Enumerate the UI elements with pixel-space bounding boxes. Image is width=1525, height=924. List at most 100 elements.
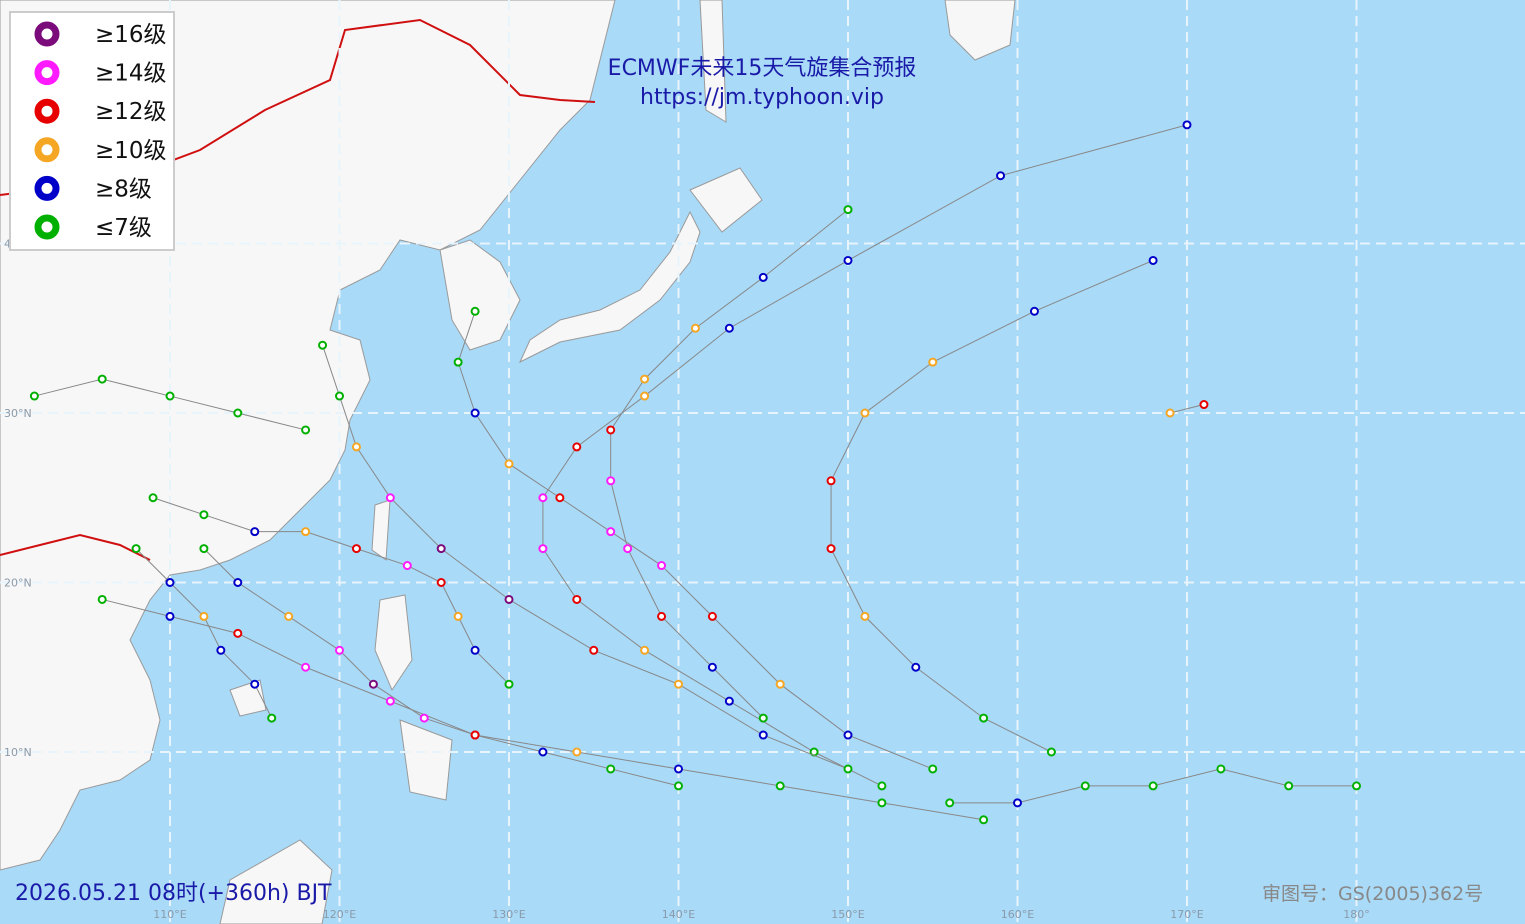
- track-point: [284, 611, 294, 621]
- track-point: [267, 713, 277, 723]
- track-point: [1046, 747, 1056, 757]
- track-point: [538, 493, 548, 503]
- track-point: [623, 544, 633, 554]
- track-point: [1182, 120, 1192, 130]
- track-point: [436, 578, 446, 587]
- track-point: [606, 764, 616, 774]
- track-point: [758, 730, 768, 740]
- track-point: [199, 611, 209, 621]
- track-point: [928, 764, 938, 774]
- legend-label: ≥14级: [95, 61, 167, 87]
- track-point: [538, 544, 548, 554]
- legend-marker: [34, 21, 60, 47]
- track-line: [1169, 404, 1205, 414]
- legend-label: ≥8级: [95, 176, 152, 202]
- track-point: [877, 798, 887, 808]
- lat-label: 10°N: [4, 746, 32, 759]
- track-point: [1080, 781, 1090, 791]
- track-point: [165, 578, 175, 587]
- track-point: [470, 408, 480, 418]
- track-point: [1148, 781, 1158, 791]
- track-point: [606, 425, 616, 435]
- legend-marker: [34, 137, 60, 163]
- track-point: [1165, 408, 1175, 418]
- track-point: [351, 544, 361, 554]
- track-point: [640, 374, 650, 384]
- track-point: [301, 662, 311, 672]
- track-point: [979, 713, 989, 723]
- lon-label: 140°E: [662, 908, 695, 921]
- track-point: [996, 171, 1006, 181]
- track-line: [152, 497, 510, 685]
- track-line: [830, 259, 1154, 753]
- legend-box: [9, 11, 175, 251]
- track-point: [199, 544, 209, 554]
- track-point: [97, 374, 107, 384]
- track-line: [203, 548, 679, 787]
- track-point: [453, 357, 463, 367]
- track-point: [843, 764, 853, 774]
- track-point: [843, 730, 853, 740]
- lon-label: 180°: [1343, 908, 1370, 921]
- lon-label: 160°E: [1001, 908, 1034, 921]
- title: ECMWF未来15天气旋集合预报: [608, 56, 917, 81]
- track-point: [707, 611, 717, 621]
- track-point: [199, 510, 209, 520]
- track-point: [216, 645, 226, 655]
- legend: ≥16级 ≥14级 ≥12级 ≥10级 ≥8级 ≤7级: [9, 11, 175, 251]
- lon-label: 170°E: [1170, 908, 1203, 921]
- legend-marker: [34, 214, 60, 240]
- track-point: [233, 408, 243, 418]
- track-point: [877, 781, 887, 791]
- lon-label: 110°E: [153, 908, 186, 921]
- track-point: [250, 527, 260, 537]
- approval: 审图号：GS(2005)362号: [1262, 883, 1483, 905]
- track-line: [610, 209, 849, 719]
- track-point: [504, 459, 514, 469]
- lat-label: 30°N: [4, 407, 32, 420]
- track-point: [233, 628, 243, 638]
- track-point: [826, 476, 836, 486]
- legend-marker: [34, 60, 60, 86]
- lon-label: 120°E: [323, 908, 356, 921]
- timestamp: 2026.05.21 08时(+360h) BJT: [15, 881, 332, 906]
- track-point: [775, 781, 785, 791]
- track-point: [148, 493, 158, 503]
- track-point: [690, 323, 700, 333]
- lat-label: 20°N: [4, 577, 32, 590]
- track-point: [758, 713, 768, 723]
- track-point: [758, 272, 768, 282]
- lon-label: 130°E: [492, 908, 525, 921]
- track-point: [589, 645, 599, 655]
- track-point: [165, 391, 175, 401]
- track-point: [504, 594, 514, 604]
- track-point: [843, 255, 853, 265]
- track-point: [606, 527, 616, 537]
- track-point: [1284, 781, 1294, 791]
- track-point: [470, 645, 480, 655]
- url: https://jm.typhoon.vip: [640, 85, 884, 110]
- track-point: [233, 578, 243, 587]
- track-point: [911, 662, 921, 672]
- track-point: [775, 679, 785, 689]
- legend-marker: [34, 175, 60, 201]
- track-point: [250, 679, 260, 689]
- track-point: [674, 679, 683, 689]
- track-point: [402, 561, 412, 571]
- track-point: [928, 357, 938, 367]
- track-point: [301, 425, 311, 435]
- legend-marker: [34, 98, 60, 124]
- track-point: [1352, 781, 1361, 791]
- track-point: [860, 611, 870, 621]
- track-point: [674, 781, 683, 791]
- track-point: [470, 730, 480, 740]
- lon-label: 150°E: [831, 908, 864, 921]
- track-point: [606, 476, 616, 486]
- track-point: [419, 713, 429, 723]
- track-point: [707, 662, 717, 672]
- track-point: [843, 205, 853, 215]
- track-point: [335, 645, 344, 655]
- track-point: [572, 442, 582, 452]
- track-point: [29, 391, 39, 401]
- track-point: [335, 391, 344, 401]
